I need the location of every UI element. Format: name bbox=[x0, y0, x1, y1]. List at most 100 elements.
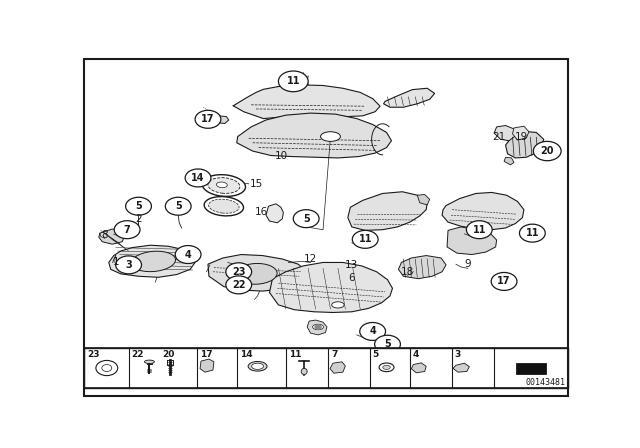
Ellipse shape bbox=[252, 363, 264, 370]
Polygon shape bbox=[237, 113, 392, 158]
Text: 12: 12 bbox=[304, 254, 317, 264]
Text: 11: 11 bbox=[525, 228, 539, 238]
Text: 4: 4 bbox=[369, 327, 376, 336]
Polygon shape bbox=[447, 227, 497, 254]
Ellipse shape bbox=[202, 175, 246, 196]
Ellipse shape bbox=[312, 324, 324, 330]
Polygon shape bbox=[266, 204, 284, 223]
Circle shape bbox=[165, 197, 191, 215]
Text: 18: 18 bbox=[401, 267, 414, 277]
Circle shape bbox=[226, 263, 252, 281]
Ellipse shape bbox=[383, 365, 390, 370]
Text: 5: 5 bbox=[135, 201, 142, 211]
Circle shape bbox=[360, 323, 385, 340]
Text: 20: 20 bbox=[541, 146, 554, 156]
Text: 19: 19 bbox=[515, 132, 528, 142]
Circle shape bbox=[226, 276, 252, 294]
Polygon shape bbox=[211, 116, 229, 124]
Circle shape bbox=[116, 256, 141, 274]
Text: 4: 4 bbox=[185, 250, 191, 259]
Text: 22: 22 bbox=[232, 280, 246, 290]
Text: 13: 13 bbox=[345, 260, 358, 270]
Bar bbox=[84, 348, 568, 388]
Polygon shape bbox=[269, 263, 392, 313]
Polygon shape bbox=[348, 192, 428, 230]
Polygon shape bbox=[109, 245, 195, 277]
Text: 5: 5 bbox=[372, 350, 379, 359]
Circle shape bbox=[467, 221, 492, 239]
Polygon shape bbox=[307, 320, 327, 335]
Text: 22: 22 bbox=[132, 350, 144, 359]
Polygon shape bbox=[494, 125, 515, 141]
Text: 6: 6 bbox=[349, 273, 355, 283]
Text: 17: 17 bbox=[497, 276, 511, 286]
Ellipse shape bbox=[248, 362, 267, 371]
Text: 17: 17 bbox=[201, 114, 214, 124]
Circle shape bbox=[352, 230, 378, 248]
Ellipse shape bbox=[379, 363, 394, 372]
Text: 11: 11 bbox=[472, 225, 486, 235]
Polygon shape bbox=[412, 363, 426, 373]
Circle shape bbox=[491, 272, 517, 290]
Polygon shape bbox=[417, 194, 429, 205]
Text: 14: 14 bbox=[240, 350, 252, 359]
Polygon shape bbox=[442, 193, 524, 230]
Text: 9: 9 bbox=[465, 259, 471, 269]
Text: 11: 11 bbox=[358, 234, 372, 244]
Ellipse shape bbox=[321, 132, 340, 142]
Circle shape bbox=[102, 365, 112, 371]
Ellipse shape bbox=[208, 178, 240, 194]
Ellipse shape bbox=[145, 360, 154, 363]
Polygon shape bbox=[233, 85, 380, 119]
Text: 20: 20 bbox=[162, 350, 174, 359]
Text: 11: 11 bbox=[289, 350, 302, 359]
Ellipse shape bbox=[235, 263, 277, 284]
Text: 14: 14 bbox=[191, 173, 205, 183]
Text: 3: 3 bbox=[125, 260, 132, 270]
Text: 23: 23 bbox=[232, 267, 246, 277]
Ellipse shape bbox=[131, 251, 175, 271]
Circle shape bbox=[195, 110, 221, 128]
Polygon shape bbox=[330, 362, 346, 373]
Ellipse shape bbox=[301, 368, 307, 375]
Text: 5: 5 bbox=[384, 339, 391, 349]
Polygon shape bbox=[453, 363, 469, 372]
Text: 11: 11 bbox=[287, 76, 300, 86]
Text: 15: 15 bbox=[250, 179, 262, 189]
Text: 5: 5 bbox=[175, 201, 182, 211]
Polygon shape bbox=[513, 126, 529, 140]
Circle shape bbox=[533, 142, 561, 161]
Circle shape bbox=[125, 197, 152, 215]
Ellipse shape bbox=[332, 302, 344, 308]
Circle shape bbox=[185, 169, 211, 187]
Ellipse shape bbox=[204, 197, 244, 216]
Circle shape bbox=[175, 246, 201, 263]
Text: 4: 4 bbox=[412, 350, 419, 359]
Text: 3: 3 bbox=[454, 350, 461, 359]
Text: 7: 7 bbox=[124, 225, 131, 235]
Polygon shape bbox=[99, 229, 125, 244]
Circle shape bbox=[520, 224, 545, 242]
Text: 10: 10 bbox=[275, 151, 287, 160]
Text: 00143481: 00143481 bbox=[525, 378, 565, 387]
Circle shape bbox=[293, 210, 319, 228]
Circle shape bbox=[96, 361, 118, 375]
Text: 7: 7 bbox=[332, 350, 338, 359]
Circle shape bbox=[114, 221, 140, 239]
Ellipse shape bbox=[216, 182, 227, 188]
Text: 23: 23 bbox=[87, 350, 99, 359]
Circle shape bbox=[374, 335, 401, 353]
Text: 16: 16 bbox=[255, 207, 268, 217]
Text: 8: 8 bbox=[102, 230, 108, 240]
Text: 5: 5 bbox=[303, 214, 310, 224]
Ellipse shape bbox=[209, 199, 239, 213]
Text: 17: 17 bbox=[200, 350, 212, 359]
Polygon shape bbox=[506, 131, 544, 158]
Bar bbox=[516, 363, 547, 374]
Polygon shape bbox=[504, 157, 514, 165]
Text: 21: 21 bbox=[493, 132, 506, 142]
Polygon shape bbox=[200, 359, 214, 372]
Polygon shape bbox=[208, 254, 307, 291]
Text: 1: 1 bbox=[113, 258, 119, 267]
Circle shape bbox=[278, 71, 308, 92]
